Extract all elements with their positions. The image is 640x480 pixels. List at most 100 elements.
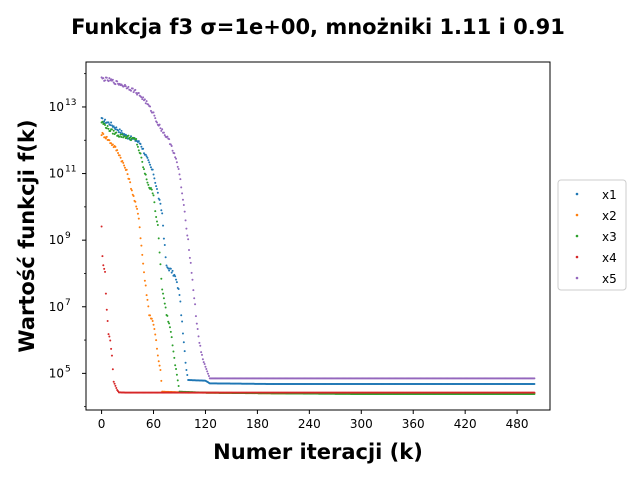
y-tick-exponent: 13 [65, 98, 76, 108]
point-x5 [110, 78, 113, 81]
point-x5 [149, 105, 152, 108]
point-x2 [117, 151, 120, 154]
point-x3 [159, 263, 162, 266]
point-x1 [110, 121, 113, 124]
point-x2 [129, 181, 132, 184]
point-x1 [107, 121, 110, 124]
point-x5 [162, 131, 165, 134]
point-x3 [121, 133, 124, 136]
point-x2 [155, 339, 158, 342]
point-x2 [150, 317, 153, 320]
point-x1 [164, 256, 167, 259]
legend-item-x4: x4 [575, 251, 617, 265]
point-x5 [178, 173, 181, 176]
y-tick-label: 10 [49, 100, 64, 114]
point-x3 [163, 302, 166, 305]
point-x5 [173, 152, 176, 155]
point-x4 [109, 339, 112, 342]
point-x2 [114, 145, 117, 148]
point-x5 [149, 109, 152, 112]
point-x5 [127, 85, 130, 88]
point-x1 [185, 369, 188, 372]
point-x5 [194, 315, 197, 318]
point-x2 [139, 237, 142, 240]
point-x5 [131, 87, 134, 90]
point-x1 [165, 264, 168, 267]
point-x2 [125, 168, 128, 171]
point-x1 [103, 120, 106, 123]
point-x1 [137, 140, 140, 143]
point-x1 [163, 244, 166, 247]
point-x3 [143, 168, 145, 171]
x-tick-label: 300 [350, 417, 373, 431]
point-x4 [103, 267, 106, 270]
point-x4 [114, 384, 117, 387]
point-x2 [119, 156, 122, 159]
point-x5 [141, 98, 144, 101]
point-x3 [166, 314, 169, 317]
chart-title: Funkcja f3 σ=1e+00, mnożniki 1.11 i 0.91 [71, 15, 565, 39]
point-x5 [171, 149, 174, 152]
point-x1 [181, 320, 184, 323]
x-tick-label: 480 [506, 417, 529, 431]
point-x2 [143, 279, 146, 282]
point-x3 [110, 128, 113, 131]
point-x3 [135, 138, 138, 140]
legend-label: x5 [602, 272, 617, 286]
point-x5 [176, 165, 179, 168]
point-x1 [114, 128, 117, 131]
point-x3 [130, 139, 133, 142]
point-x3 [173, 356, 176, 359]
point-x5 [179, 178, 182, 181]
point-x5 [533, 377, 536, 380]
legend-box [557, 179, 627, 291]
point-x3 [129, 136, 132, 139]
point-x3 [144, 173, 147, 176]
x-axis-label: Numer iteracji (k) [213, 440, 423, 464]
point-x5 [161, 128, 164, 131]
legend-item-x5: x5 [575, 272, 617, 286]
point-x3 [137, 149, 140, 152]
point-x2 [130, 187, 133, 190]
point-x5 [155, 121, 158, 124]
point-x5 [140, 96, 143, 99]
point-x3 [106, 124, 109, 127]
point-x2 [153, 328, 156, 330]
point-x2 [152, 323, 155, 326]
point-x3 [170, 336, 173, 339]
point-x1 [170, 271, 173, 274]
point-x4 [110, 354, 113, 357]
point-x3 [176, 379, 179, 382]
point-x2 [151, 320, 154, 323]
point-x5 [193, 297, 196, 300]
point-x5 [203, 363, 206, 366]
point-x3 [147, 183, 150, 186]
point-x5 [191, 278, 194, 281]
plot-area [85, 61, 551, 411]
point-x5 [181, 198, 184, 201]
point-x1 [155, 188, 158, 190]
point-x5 [107, 80, 110, 83]
point-x1 [118, 128, 121, 131]
point-x5 [194, 303, 197, 306]
point-x1 [144, 153, 147, 156]
point-x3 [158, 251, 161, 254]
point-x5 [200, 351, 203, 354]
point-x1 [117, 131, 120, 134]
point-x1 [104, 118, 107, 121]
point-x1 [169, 267, 172, 270]
point-x5 [144, 102, 147, 105]
point-x2 [158, 364, 161, 367]
point-x5 [130, 89, 133, 92]
point-x3 [109, 130, 112, 133]
point-x5 [187, 238, 190, 241]
point-x5 [182, 203, 185, 206]
point-x1 [162, 224, 165, 227]
point-x3 [107, 127, 110, 130]
point-x1 [110, 124, 113, 127]
point-x1 [101, 117, 104, 120]
point-x3 [153, 201, 156, 204]
point-x4 [533, 391, 536, 394]
point-x5 [124, 85, 127, 88]
point-x1 [159, 202, 162, 205]
